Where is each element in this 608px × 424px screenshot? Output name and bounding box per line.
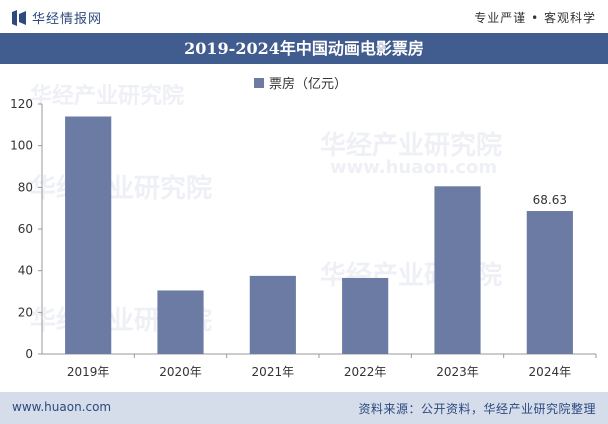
y-tick-label: 0 <box>25 347 33 361</box>
y-tick-label: 120 <box>10 97 33 111</box>
y-tick-label: 60 <box>18 222 33 236</box>
legend-label: 票房（亿元） <box>269 77 348 92</box>
brand-name: 华经情报网 <box>32 12 103 27</box>
slogan: 专业严谨 • 客观科学 <box>474 11 596 25</box>
title-band: 2019-2024年中国动画电影票房 <box>0 33 608 64</box>
bar <box>434 186 481 354</box>
bar <box>342 277 389 354</box>
bar <box>65 116 112 354</box>
chart-title: 2019-2024年中国动画电影票房 <box>184 39 424 58</box>
bar <box>249 275 296 354</box>
x-tick-label: 2023年 <box>436 365 479 379</box>
legend-swatch <box>254 77 264 88</box>
y-tick-label: 40 <box>18 264 33 278</box>
top-bar: 华经情报网 专业严谨 • 客观科学 <box>0 0 608 33</box>
x-tick-label: 2020年 <box>159 365 202 379</box>
brand[interactable]: 华经情报网 <box>12 8 102 27</box>
x-tick-label: 2021年 <box>252 365 295 379</box>
x-tick-label: 2024年 <box>529 365 572 379</box>
footer: www.huaon.com 资料来源：公开资料，华经产业研究院整理 <box>0 392 608 424</box>
bar <box>157 290 204 354</box>
x-tick-label: 2022年 <box>344 365 387 379</box>
y-tick-label: 100 <box>10 139 33 153</box>
data-label: 68.63 <box>533 193 567 207</box>
huajing-logo-icon <box>12 9 26 26</box>
y-tick-label: 80 <box>18 180 33 194</box>
x-tick-label: 2019年 <box>67 365 110 379</box>
bar <box>526 211 573 354</box>
y-tick-label: 20 <box>18 305 33 319</box>
legend: 票房（亿元） <box>254 73 347 92</box>
site-url[interactable]: www.huaon.com <box>12 400 112 414</box>
source-note: 资料来源：公开资料，华经产业研究院整理 <box>358 402 596 416</box>
